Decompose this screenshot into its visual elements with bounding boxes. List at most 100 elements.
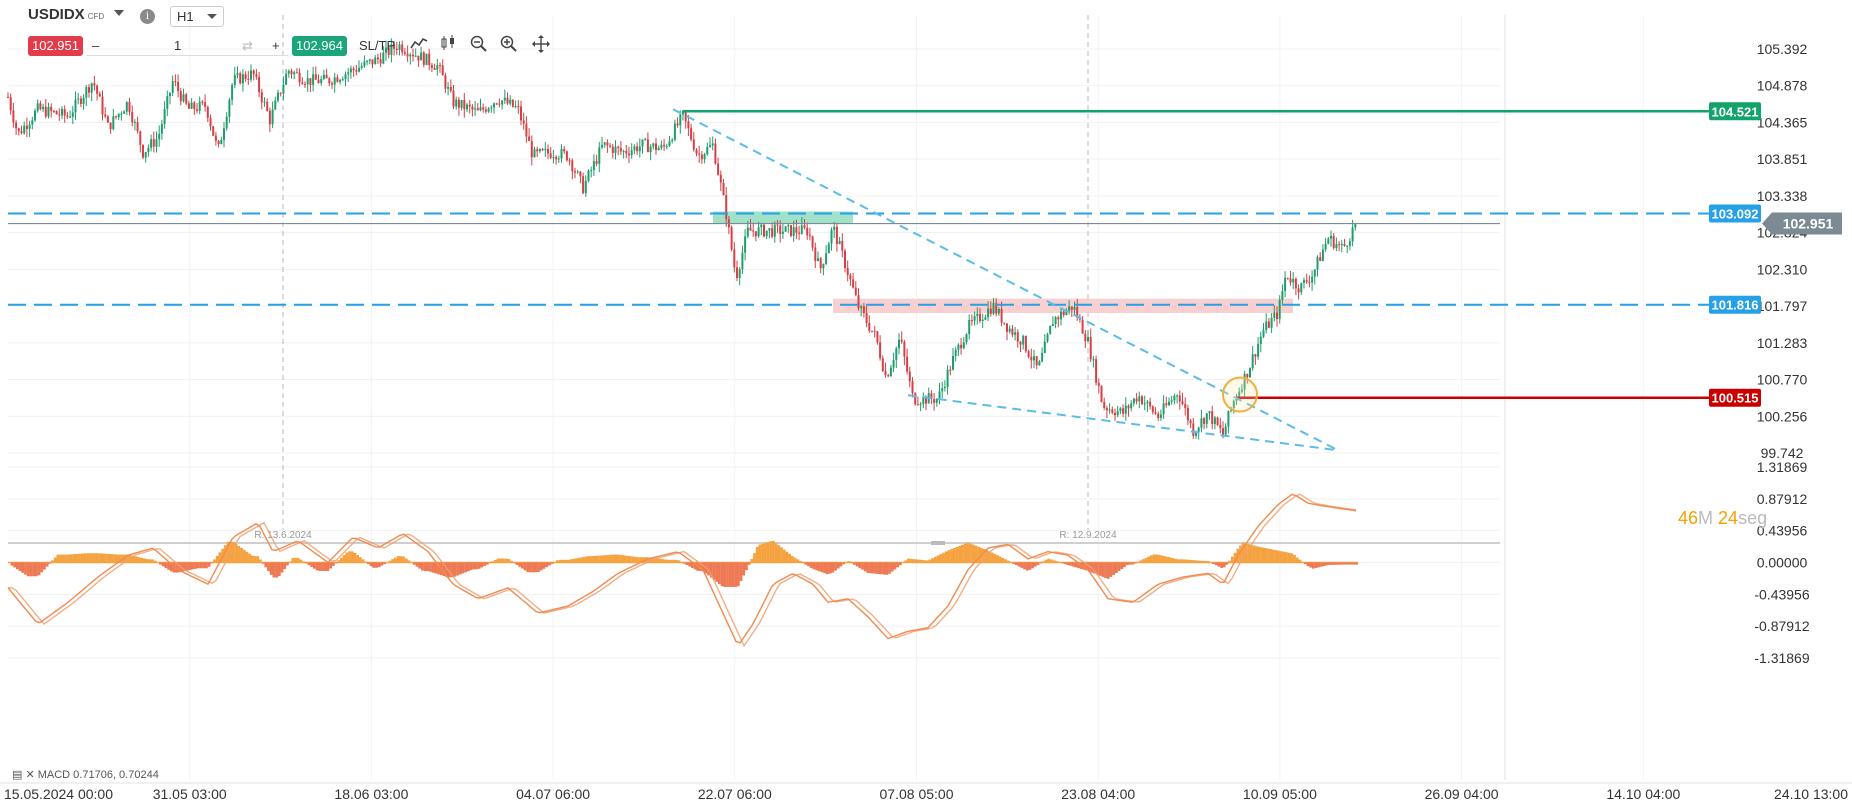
- candle-body: [1105, 407, 1108, 411]
- candle-body: [590, 170, 593, 172]
- candle-body: [563, 148, 566, 152]
- macd-histogram-bar: [820, 562, 824, 573]
- macd-histogram-bar: [934, 556, 937, 563]
- swap-icon[interactable]: ⇄: [242, 38, 253, 53]
- macd-histogram-bar: [326, 562, 330, 571]
- info-icon[interactable]: i: [140, 9, 155, 24]
- candle-body: [1219, 425, 1222, 429]
- candle-body: [973, 316, 976, 321]
- macd-histogram-bar: [988, 551, 991, 563]
- macd-histogram-bar: [1114, 562, 1118, 573]
- current-price-badge: [1762, 212, 1842, 235]
- macd-histogram-bar: [1249, 544, 1253, 563]
- macd-histogram-bar: [124, 554, 127, 563]
- price-tick-label: 105.392: [1757, 41, 1808, 57]
- sltp-button[interactable]: SL/TP: [359, 38, 396, 53]
- macd-histogram-bar: [1042, 561, 1045, 563]
- macd-histogram-bar: [385, 562, 389, 563]
- symbol-dropdown-icon[interactable]: [114, 10, 124, 16]
- candle-body: [765, 230, 768, 237]
- candle-body: [220, 139, 223, 145]
- macd-histogram-bar: [377, 562, 381, 568]
- macd-histogram-bar: [518, 562, 521, 567]
- candle-body: [557, 158, 560, 160]
- candle-body: [490, 107, 493, 109]
- macd-histogram-bar: [855, 562, 859, 567]
- candle-body: [798, 232, 801, 234]
- macd-histogram-bar: [699, 562, 702, 571]
- macd-histogram-bar: [1125, 562, 1129, 566]
- trendlines[interactable]: [672, 108, 1339, 452]
- candle-body: [671, 139, 674, 142]
- candle-body: [827, 243, 830, 254]
- candle-body: [757, 227, 760, 237]
- buy-button[interactable]: 102.964: [292, 36, 347, 56]
- decrease-button[interactable]: –: [92, 38, 100, 53]
- macd-histogram-bar: [91, 553, 95, 563]
- macd-histogram-bar: [1036, 562, 1040, 565]
- candle-body: [206, 106, 209, 118]
- macd-histogram-bar: [583, 556, 586, 563]
- macd-histogram-bar: [977, 546, 980, 563]
- candle-body: [598, 147, 601, 164]
- macd-histogram-bar: [310, 562, 314, 567]
- macd-histogram-bar: [256, 556, 260, 563]
- candle-body: [322, 74, 325, 79]
- candle-body: [676, 123, 679, 126]
- candle-body: [571, 160, 574, 172]
- candle-body: [906, 356, 909, 372]
- macd-histogram-bar: [1220, 562, 1223, 568]
- horizontal-levels[interactable]: [8, 110, 1710, 399]
- time-tick-label: 26.09 04:00: [1425, 786, 1499, 802]
- zoom-out-icon[interactable]: [468, 35, 490, 57]
- candle-body: [665, 145, 668, 147]
- macd-histogram-bar: [196, 562, 200, 569]
- sell-button[interactable]: 102.951: [28, 36, 83, 56]
- macd-histogram-bar: [240, 547, 243, 563]
- grid-icon[interactable]: ▤ ✕: [12, 769, 38, 781]
- candle-body: [806, 227, 809, 236]
- crosshair-icon[interactable]: [530, 35, 552, 57]
- time-axis[interactable]: 15.05.2024 00:00 31.05 03:00 18.06 03:00 04…: [4, 786, 1848, 802]
- candles-icon[interactable]: [438, 35, 460, 57]
- macd-histogram-bar: [896, 562, 899, 568]
- macd-histogram-bar: [750, 558, 754, 563]
- macd-histogram-bar: [264, 562, 268, 568]
- macd-histogram-bar: [1206, 560, 1210, 563]
- increase-button[interactable]: +: [272, 38, 280, 53]
- candle-body: [846, 268, 849, 276]
- macd-histogram-bar: [742, 562, 746, 576]
- macd-histogram-bar: [1241, 542, 1245, 563]
- macd-histogram-bar: [580, 557, 584, 563]
- macd-histogram-bar: [107, 553, 111, 563]
- macd-histogram-bar: [272, 562, 276, 578]
- macd-histogram-bar: [701, 562, 705, 572]
- macd-histogram-bar: [861, 562, 864, 570]
- macd-histogram-bar: [512, 562, 516, 564]
- macd-histogram-bar: [151, 559, 154, 563]
- macd-histogram-bar: [1312, 562, 1315, 569]
- candle-body: [690, 128, 693, 140]
- candle-body: [1211, 411, 1214, 425]
- macd-histogram-bar: [16, 562, 19, 570]
- candle-body: [385, 47, 387, 53]
- price-axis[interactable]: 105.392104.878104.365103.851103.338102.8…: [1754, 41, 1809, 666]
- macd-histogram-bar: [1104, 562, 1107, 578]
- symbol-name[interactable]: USDIDX CFD: [28, 6, 105, 23]
- macd-histogram-bar: [693, 562, 697, 570]
- candle-body: [1343, 244, 1346, 246]
- macd-histogram-bar: [210, 562, 214, 564]
- candle-body: [204, 102, 207, 107]
- candle-body: [1324, 243, 1327, 250]
- macd-histogram-bar: [13, 562, 17, 568]
- candle-body: [857, 295, 860, 309]
- line-chart-icon[interactable]: [408, 35, 430, 57]
- quantity-value[interactable]: 1: [174, 38, 182, 53]
- zoom-in-icon[interactable]: [498, 35, 520, 57]
- macd-histogram-bar: [917, 559, 921, 563]
- quantity-stepper[interactable]: – 1 ⇄ +: [86, 36, 288, 56]
- timeframe-select[interactable]: H1: [170, 6, 224, 27]
- macd-legend[interactable]: ▤ ✕ MACD 0.71706, 0.70244: [12, 768, 159, 781]
- candle-body: [244, 74, 247, 79]
